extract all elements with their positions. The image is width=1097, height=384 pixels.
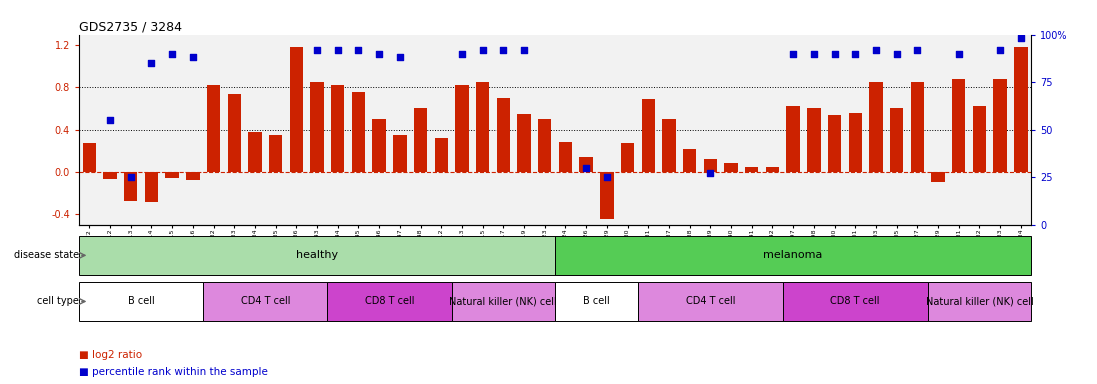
Point	[1013, 35, 1030, 41]
Text: cell type: cell type	[37, 296, 79, 306]
Bar	[579, 157, 592, 172]
Text: GDS2735 / 3284: GDS2735 / 3284	[79, 20, 182, 33]
Text: melanoma: melanoma	[764, 250, 823, 260]
Point	[101, 117, 118, 123]
Point	[371, 51, 388, 57]
Bar	[327, 282, 452, 321]
Bar	[869, 82, 883, 172]
Bar	[642, 99, 655, 172]
Bar	[79, 282, 203, 321]
Text: B cell: B cell	[584, 296, 610, 306]
Point	[805, 51, 823, 57]
Bar	[452, 282, 555, 321]
Text: disease state: disease state	[14, 250, 79, 260]
Bar	[124, 172, 137, 202]
Bar	[973, 106, 986, 172]
Point	[867, 47, 884, 53]
Bar	[621, 143, 634, 172]
Point	[350, 47, 367, 53]
Bar	[82, 143, 97, 172]
Bar	[931, 172, 945, 182]
Point	[887, 51, 905, 57]
Bar	[248, 132, 262, 172]
Point	[992, 47, 1009, 53]
Bar	[994, 79, 1007, 172]
Point	[391, 54, 408, 60]
Bar	[1014, 47, 1028, 172]
Point	[122, 174, 139, 180]
Text: Natural killer (NK) cell: Natural killer (NK) cell	[926, 296, 1033, 306]
Bar	[555, 282, 637, 321]
Bar	[79, 236, 555, 275]
Point	[950, 51, 968, 57]
Point	[577, 165, 595, 171]
Bar	[555, 236, 1031, 275]
Bar	[538, 119, 552, 172]
Point	[163, 51, 181, 57]
Point	[826, 51, 844, 57]
Bar	[310, 82, 324, 172]
Bar	[372, 119, 386, 172]
Bar	[207, 85, 220, 172]
Text: CD4 T cell: CD4 T cell	[240, 296, 290, 306]
Text: Natural killer (NK) cell: Natural killer (NK) cell	[450, 296, 557, 306]
Bar	[663, 119, 676, 172]
Point	[847, 51, 864, 57]
Point	[453, 51, 471, 57]
Text: B cell: B cell	[127, 296, 155, 306]
Bar	[807, 109, 821, 172]
Point	[143, 60, 160, 66]
Bar	[558, 142, 573, 172]
Point	[702, 170, 720, 176]
Bar	[269, 135, 282, 172]
Text: CD8 T cell: CD8 T cell	[364, 296, 415, 306]
Text: ■ log2 ratio: ■ log2 ratio	[79, 350, 143, 360]
Bar	[455, 85, 468, 172]
Point	[908, 47, 926, 53]
Bar	[393, 135, 407, 172]
Bar	[352, 92, 365, 172]
Bar	[476, 82, 489, 172]
Bar	[828, 115, 841, 172]
Point	[516, 47, 533, 53]
Text: healthy: healthy	[296, 250, 338, 260]
Bar	[203, 282, 327, 321]
Bar	[497, 98, 510, 172]
Bar	[952, 79, 965, 172]
Bar	[227, 94, 241, 172]
Bar	[928, 282, 1031, 321]
Bar	[331, 85, 344, 172]
Bar	[414, 109, 427, 172]
Bar	[434, 138, 448, 172]
Point	[495, 47, 512, 53]
Bar	[703, 159, 717, 172]
Bar	[145, 172, 158, 202]
Text: ■ percentile rank within the sample: ■ percentile rank within the sample	[79, 367, 268, 377]
Point	[184, 54, 202, 60]
Bar	[518, 114, 531, 172]
Bar	[783, 282, 928, 321]
Bar	[600, 172, 613, 219]
Text: CD8 T cell: CD8 T cell	[830, 296, 880, 306]
Point	[784, 51, 802, 57]
Bar	[724, 164, 738, 172]
Bar	[848, 113, 862, 172]
Bar	[683, 149, 697, 172]
Point	[474, 47, 491, 53]
Bar	[745, 167, 758, 172]
Bar	[103, 172, 116, 179]
Bar	[637, 282, 783, 321]
Bar	[186, 172, 200, 180]
Bar	[766, 167, 779, 172]
Point	[329, 47, 347, 53]
Bar	[290, 47, 303, 172]
Bar	[787, 106, 800, 172]
Bar	[911, 82, 924, 172]
Point	[308, 47, 326, 53]
Bar	[166, 172, 179, 178]
Text: CD4 T cell: CD4 T cell	[686, 296, 735, 306]
Point	[598, 174, 615, 180]
Bar	[890, 109, 903, 172]
